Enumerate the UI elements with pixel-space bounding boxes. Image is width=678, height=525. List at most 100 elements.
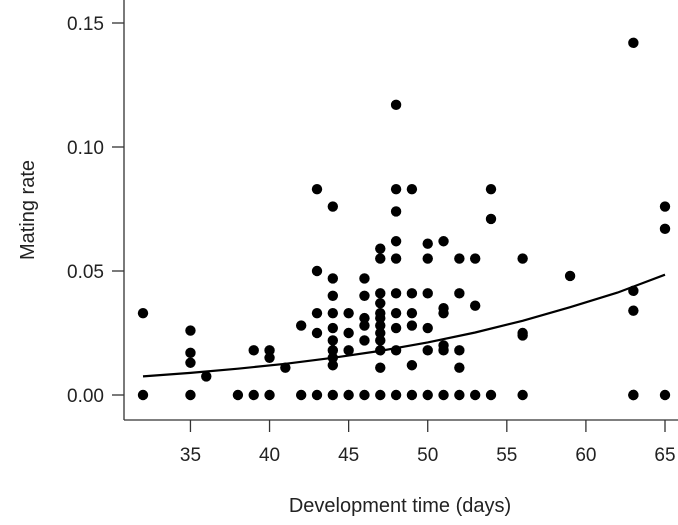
data-point xyxy=(659,223,671,235)
y-tick-label: 0.00 xyxy=(67,386,104,407)
data-point xyxy=(201,371,212,382)
data-point xyxy=(390,253,402,264)
data-point xyxy=(469,253,481,264)
data-point xyxy=(628,389,639,401)
x-axis-ticks: 35 40 45 50 55 60 65 xyxy=(180,420,676,466)
data-point xyxy=(485,213,497,225)
data-point xyxy=(327,352,339,363)
data-point xyxy=(185,325,196,336)
data-point xyxy=(375,253,386,264)
data-point xyxy=(438,307,449,319)
data-point xyxy=(375,327,386,339)
data-point xyxy=(375,362,386,373)
data-point xyxy=(375,243,386,254)
data-point xyxy=(359,389,370,401)
y-tick-label: 0.10 xyxy=(67,138,104,159)
data-point xyxy=(438,236,449,247)
data-point xyxy=(469,389,481,401)
data-point xyxy=(343,345,354,356)
data-point xyxy=(311,307,323,319)
data-point xyxy=(375,312,386,324)
x-tick-label: 60 xyxy=(575,445,596,466)
data-point xyxy=(406,183,418,195)
data-point xyxy=(454,362,465,373)
data-point xyxy=(359,273,370,284)
data-point xyxy=(390,389,402,401)
data-point xyxy=(422,253,433,264)
data-point xyxy=(375,389,386,401)
data-point xyxy=(327,322,339,334)
data-point xyxy=(406,360,418,371)
data-point xyxy=(517,330,528,341)
data-point xyxy=(390,236,402,247)
x-tick-label: 55 xyxy=(496,445,517,466)
data-point xyxy=(564,270,576,282)
data-point xyxy=(185,389,196,401)
data-point xyxy=(438,389,449,401)
x-tick-label: 40 xyxy=(259,445,280,466)
data-point xyxy=(327,290,339,301)
data-point xyxy=(517,389,528,401)
data-point xyxy=(422,322,433,334)
data-point xyxy=(264,345,275,356)
data-point xyxy=(375,335,386,346)
x-tick-label: 35 xyxy=(180,445,201,466)
data-point xyxy=(628,37,639,49)
data-point xyxy=(390,99,402,111)
x-tick-label: 50 xyxy=(417,445,438,466)
y-axis-ticks: 0.00 0.05 0.10 0.15 xyxy=(67,14,124,407)
data-point xyxy=(406,288,418,299)
data-point xyxy=(185,347,196,359)
data-point xyxy=(248,389,259,401)
data-point xyxy=(422,389,433,401)
data-point xyxy=(327,307,339,319)
data-point xyxy=(390,206,402,217)
x-tick-label: 45 xyxy=(338,445,359,466)
data-point xyxy=(422,345,433,356)
data-point xyxy=(343,327,354,339)
data-point xyxy=(406,307,418,319)
data-point xyxy=(327,335,339,346)
data-point xyxy=(375,288,386,299)
data-point xyxy=(375,345,386,356)
data-point xyxy=(406,389,418,401)
data-point xyxy=(485,183,497,195)
data-point xyxy=(659,389,671,401)
data-point xyxy=(485,389,497,401)
data-points xyxy=(137,37,671,401)
data-point xyxy=(311,327,323,339)
data-point xyxy=(295,320,307,331)
data-point xyxy=(185,357,196,368)
data-point xyxy=(422,288,433,299)
data-point xyxy=(454,253,465,264)
data-point xyxy=(327,201,339,212)
x-tick-label: 65 xyxy=(654,445,675,466)
data-point xyxy=(406,320,418,331)
data-point xyxy=(359,312,370,324)
data-point xyxy=(264,389,275,401)
data-point xyxy=(659,201,671,212)
data-point xyxy=(628,305,639,316)
data-point xyxy=(454,345,465,356)
data-point xyxy=(311,265,323,277)
data-point xyxy=(295,389,307,401)
data-point xyxy=(390,183,402,195)
data-point xyxy=(264,352,275,363)
data-point xyxy=(454,288,465,299)
data-point xyxy=(454,389,465,401)
data-point xyxy=(469,300,481,311)
x-axis-title: Development time (days) xyxy=(289,495,511,517)
data-point xyxy=(359,320,370,331)
data-point xyxy=(390,345,402,356)
data-point xyxy=(327,360,339,371)
data-point xyxy=(390,322,402,334)
data-point xyxy=(327,345,339,356)
data-point xyxy=(327,389,339,401)
data-point xyxy=(137,307,149,319)
fitted-curve xyxy=(142,273,666,378)
y-tick-label: 0.15 xyxy=(67,14,104,35)
data-point xyxy=(311,389,323,401)
data-point xyxy=(422,238,433,249)
data-point xyxy=(438,345,449,356)
